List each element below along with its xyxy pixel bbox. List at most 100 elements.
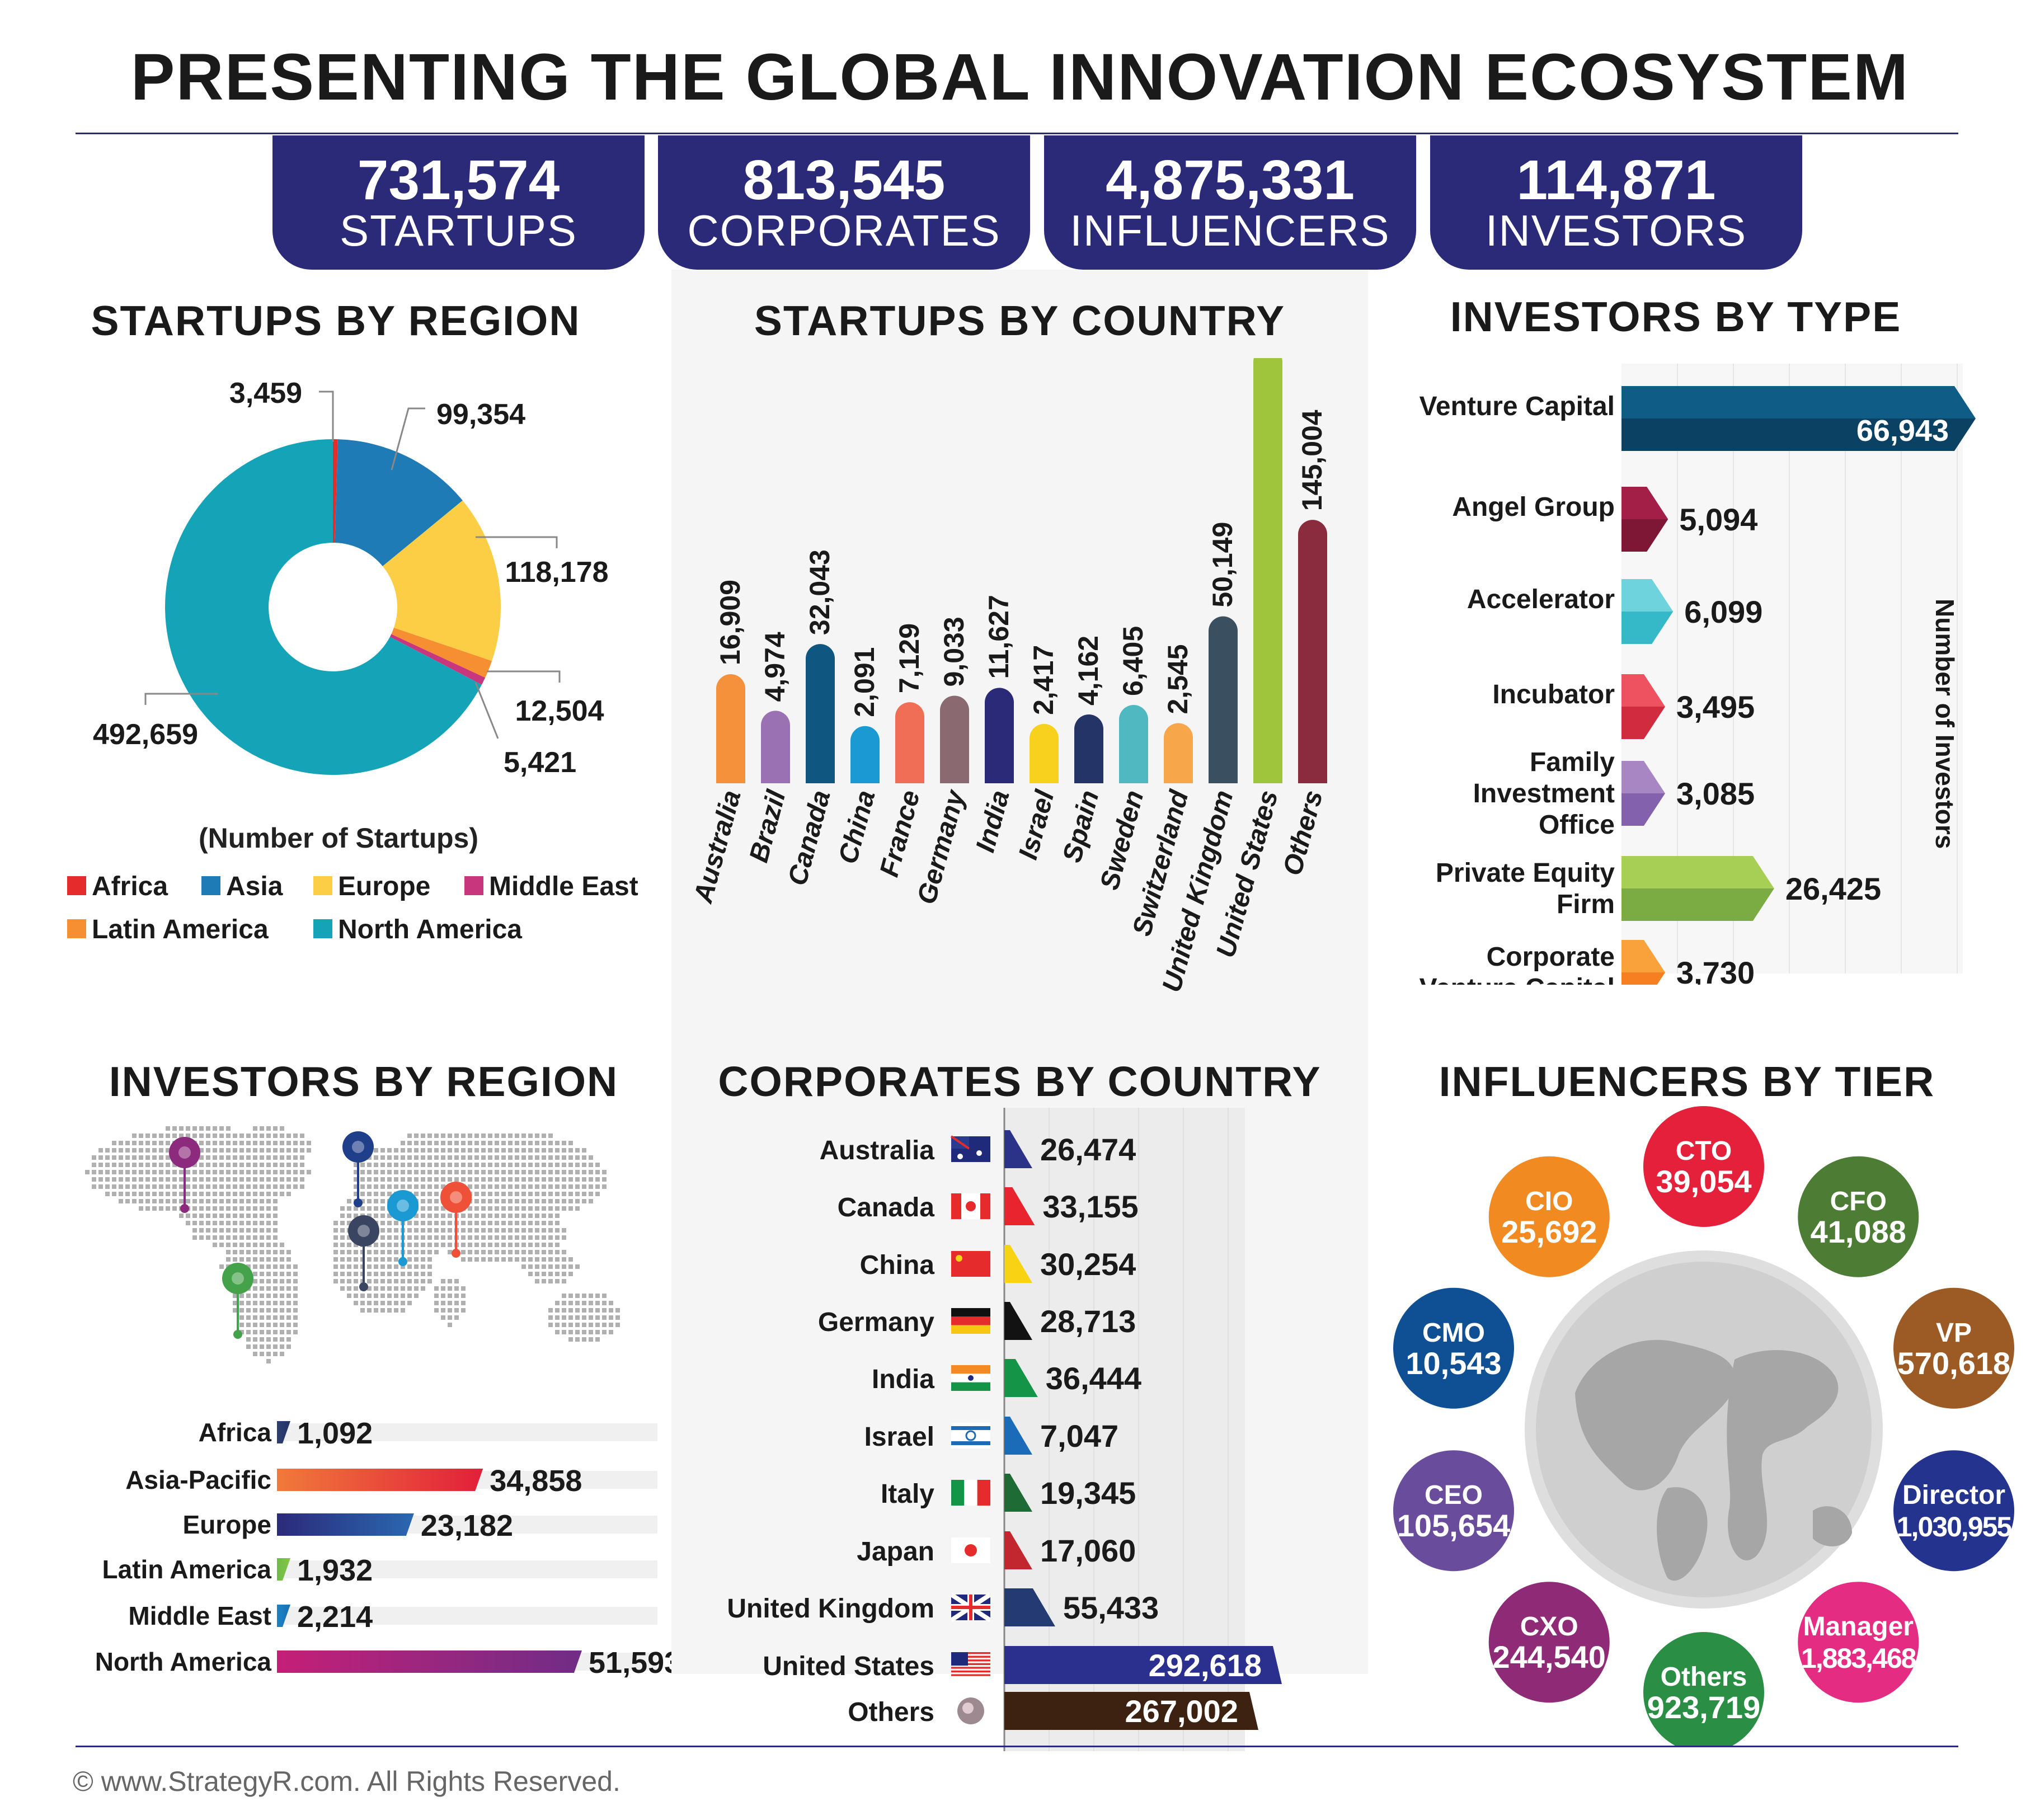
map-dot xyxy=(119,1155,123,1160)
map-dot xyxy=(260,1308,264,1313)
map-dot xyxy=(441,1184,445,1189)
map-dot xyxy=(206,1177,210,1182)
map-dot xyxy=(562,1206,566,1211)
map-dot xyxy=(219,1170,224,1174)
bar-united-states xyxy=(1253,358,1282,783)
bar-value-label: 23,182 xyxy=(421,1509,513,1542)
map-dot xyxy=(233,1235,237,1240)
map-dot xyxy=(273,1301,278,1305)
map-dot xyxy=(286,1344,291,1349)
map-dot xyxy=(414,1257,419,1262)
map-dot xyxy=(582,1155,586,1160)
map-dot xyxy=(501,1199,506,1203)
map-dot xyxy=(347,1294,351,1298)
map-dot xyxy=(508,1170,513,1174)
map-dot xyxy=(246,1264,251,1269)
map-dot xyxy=(468,1221,472,1225)
map-dot xyxy=(568,1257,573,1262)
map-dot xyxy=(542,1257,546,1262)
map-dot xyxy=(226,1228,231,1233)
bar-value-label: 1,932 xyxy=(297,1554,373,1587)
map-dot xyxy=(186,1221,190,1225)
map-dot xyxy=(246,1184,251,1189)
map-dot xyxy=(246,1155,251,1160)
tier-label-cio: CIO xyxy=(1525,1187,1573,1216)
map-dot xyxy=(595,1184,600,1189)
map-dot xyxy=(595,1308,600,1313)
map-dot xyxy=(293,1308,298,1313)
map-dot xyxy=(192,1177,197,1182)
category-label: United States xyxy=(763,1652,934,1681)
map-dot xyxy=(589,1330,593,1334)
kpi-influencers: 4,875,331 INFLUENCERS xyxy=(1044,135,1416,270)
map-dot xyxy=(508,1214,513,1218)
map-dot xyxy=(333,1250,338,1254)
map-dot xyxy=(535,1279,539,1283)
map-dot xyxy=(414,1148,419,1153)
map-dot xyxy=(542,1264,546,1269)
map-dot xyxy=(582,1192,586,1196)
map-dot xyxy=(273,1177,278,1182)
map-dot xyxy=(166,1126,170,1131)
map-dot xyxy=(407,1257,412,1262)
map-dot xyxy=(119,1184,123,1189)
map-pin-base xyxy=(359,1282,368,1291)
map-dot xyxy=(461,1301,466,1305)
map-dot xyxy=(582,1294,586,1298)
map-dot xyxy=(548,1199,553,1203)
map-dot xyxy=(548,1308,553,1313)
map-dot xyxy=(125,1199,130,1203)
map-dot xyxy=(347,1214,351,1218)
map-dot xyxy=(501,1250,506,1254)
bar-brazil xyxy=(761,711,790,783)
map-dot xyxy=(589,1177,593,1182)
bar-australia xyxy=(1004,1130,1032,1168)
map-dot xyxy=(179,1184,184,1189)
map-dot xyxy=(266,1134,271,1138)
map-dot xyxy=(568,1308,573,1313)
map-dot xyxy=(515,1206,519,1211)
map-dot xyxy=(421,1170,425,1174)
map-dot xyxy=(380,1250,385,1254)
map-dot xyxy=(206,1199,210,1203)
map-dot xyxy=(233,1163,237,1167)
map-dot xyxy=(521,1163,526,1167)
map-dot xyxy=(273,1250,278,1254)
category-label: China xyxy=(833,787,881,867)
map-dot xyxy=(92,1155,96,1160)
tier-value-cio: 25,692 xyxy=(1501,1214,1597,1249)
flag-part xyxy=(950,1135,970,1150)
map-dot xyxy=(515,1221,519,1225)
map-dot xyxy=(515,1155,519,1160)
map-dot xyxy=(380,1170,385,1174)
bar-value-label: 36,444 xyxy=(1046,1361,1141,1396)
category-label: Private Equity xyxy=(1436,858,1615,888)
map-dot xyxy=(528,1192,533,1196)
map-dot xyxy=(253,1323,257,1327)
map-dot xyxy=(159,1184,163,1189)
map-dot xyxy=(286,1148,291,1153)
category-label: Japan xyxy=(857,1537,934,1567)
map-dot xyxy=(454,1286,459,1291)
map-dot xyxy=(394,1286,398,1291)
donut-slice-latin-america xyxy=(391,627,492,678)
map-dot xyxy=(495,1250,499,1254)
map-dot xyxy=(367,1301,372,1305)
map-dot xyxy=(562,1315,566,1320)
map-dot xyxy=(542,1170,546,1174)
map-dot xyxy=(474,1184,479,1189)
flag-part xyxy=(956,1255,962,1262)
map-dot xyxy=(488,1243,492,1247)
map-dot xyxy=(226,1250,231,1254)
map-dot xyxy=(609,1308,613,1313)
map-dot xyxy=(293,1272,298,1276)
slice-label: 99,354 xyxy=(436,398,525,431)
map-dot xyxy=(495,1199,499,1203)
map-dot xyxy=(441,1214,445,1218)
map-dot xyxy=(448,1148,452,1153)
bar-canada xyxy=(806,644,835,783)
map-dot xyxy=(394,1170,398,1174)
map-dot xyxy=(535,1163,539,1167)
startups-by-region-title: STARTUPS BY REGION xyxy=(91,297,581,344)
map-dot xyxy=(213,1192,217,1196)
